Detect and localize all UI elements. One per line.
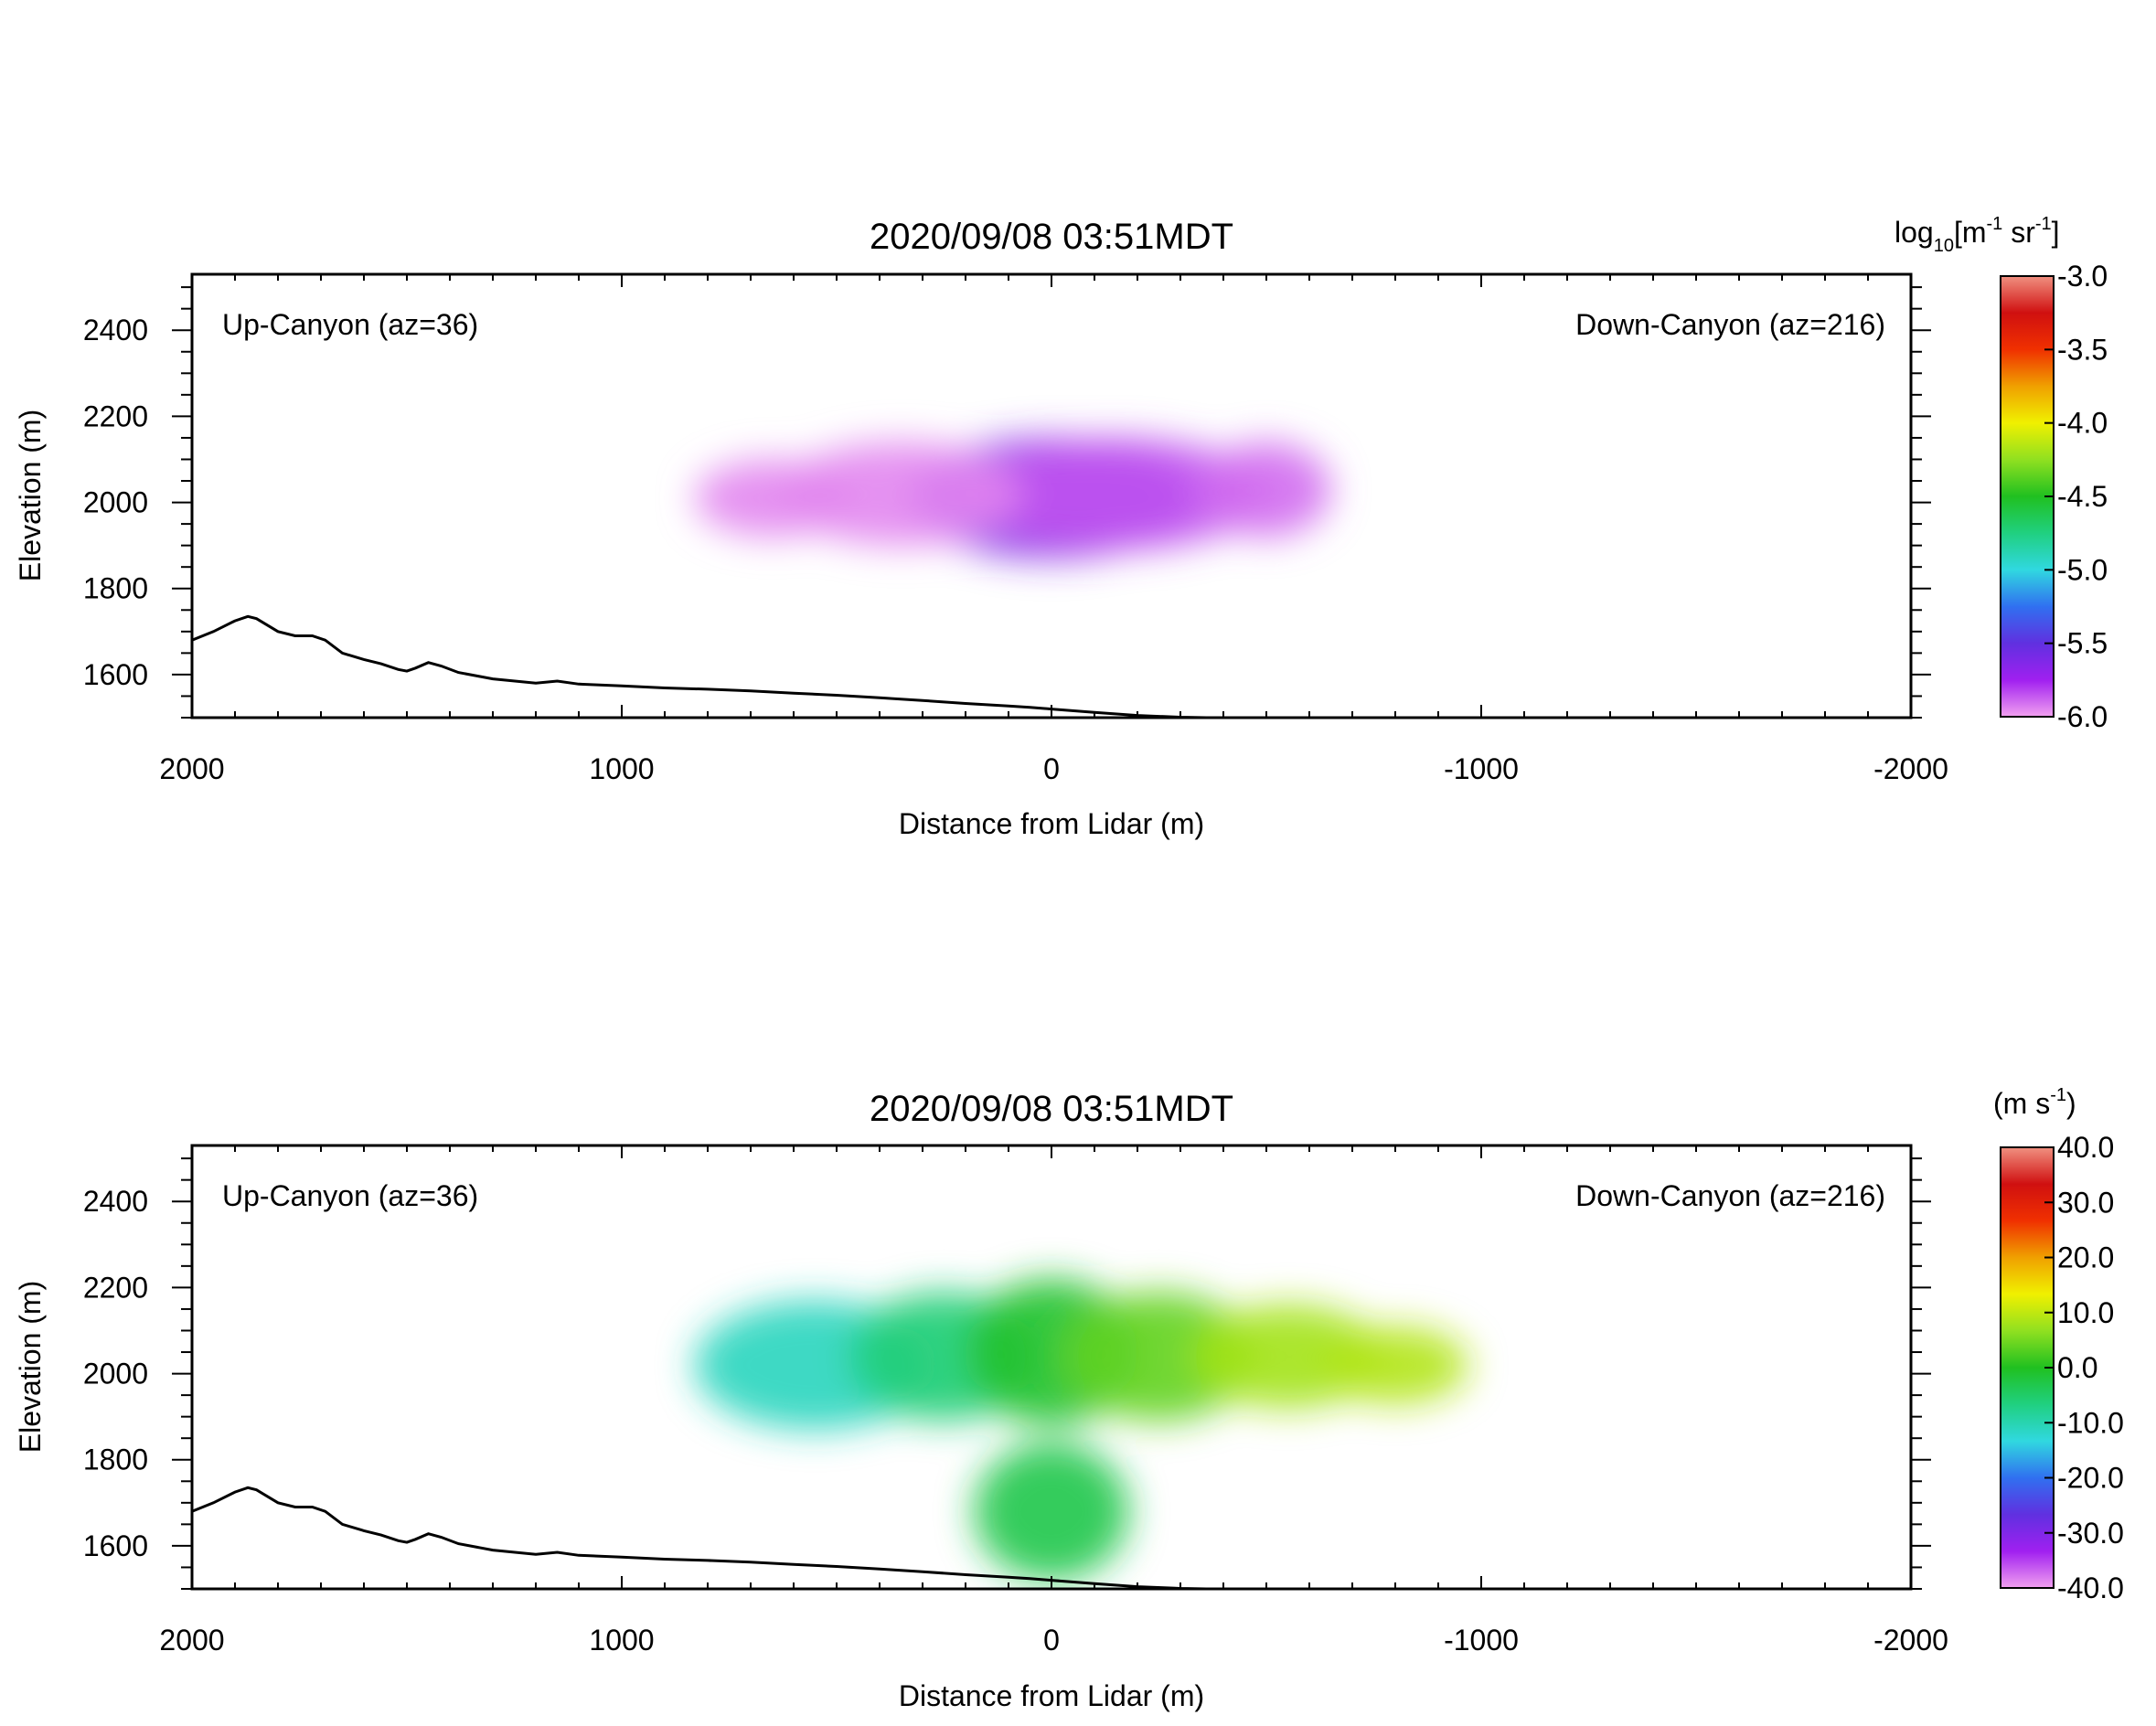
x-tick-label: 1000 — [589, 1624, 654, 1657]
field-blob — [780, 442, 1022, 546]
y-tick-label: 2000 — [83, 1358, 148, 1390]
panel2-plot — [192, 1278, 1468, 1589]
colorbar-tick-label: 20.0 — [2057, 1241, 2114, 1274]
field-blob — [966, 437, 1266, 550]
x-tick-label: 0 — [1043, 1624, 1060, 1657]
x-tick-label: 1000 — [589, 752, 654, 785]
panel2-xlabel: Distance from Lidar (m) — [899, 1679, 1204, 1712]
field-blob — [1322, 1326, 1468, 1404]
colorbar-tick-label: -10.0 — [2057, 1406, 2124, 1439]
colorbar-tick-label: 40.0 — [2057, 1131, 2114, 1164]
panel2-xticks: 2000 1000 0 -1000 -2000 — [159, 1145, 1948, 1657]
colorbar-tick-label: -30.0 — [2057, 1517, 2124, 1550]
colorbar-tick-label: -3.5 — [2057, 333, 2108, 366]
panel1-terrain-line — [192, 614, 1207, 718]
panel2-ylabel: Elevation (m) — [14, 1281, 47, 1454]
y-tick-label: 2400 — [83, 314, 148, 346]
panel1-unit-mid: sr — [2002, 216, 2035, 249]
panel1-unit-prefix: log — [1895, 216, 1934, 249]
field-blob — [974, 1442, 1129, 1581]
colorbar-tick-label: -3.0 — [2057, 260, 2108, 293]
colorbar-tick-label: -5.5 — [2057, 627, 2108, 660]
x-tick-label: 2000 — [159, 752, 224, 785]
x-tick-label: 2000 — [159, 1624, 224, 1657]
panel2-field — [694, 1278, 1468, 1581]
field-blob — [1064, 1292, 1254, 1422]
panel1-annotation-down-canyon: Down-Canyon (az=216) — [1575, 308, 1885, 341]
panel-velocity: 2020/09/08 03:51MDT 2000 1000 0 -1000 -2000 … — [14, 1085, 2124, 1712]
y-tick-label: 2200 — [83, 400, 148, 432]
y-tick-label: 2200 — [83, 1271, 148, 1304]
panel1-annotation-up-canyon: Up-Canyon (az=36) — [222, 308, 478, 341]
panel2-unit-prefix: (m s — [1993, 1087, 2050, 1120]
panel1-colorbar-ticks: -3.0 -3.5 -4.0 -4.5 -5.0 -5.5 -6.0 — [2044, 260, 2108, 733]
panel1-unit-subscript: 10 — [1934, 236, 1954, 256]
panel1-title: 2020/09/08 03:51MDT — [870, 217, 1233, 257]
panel2-colorbar-ticks: 40.0 30.0 20.0 10.0 0.0 -10.0 -20.0 -30.0 -40.0 — [2044, 1131, 2124, 1604]
colorbar-tick-label: -20.0 — [2057, 1462, 2124, 1495]
panel2-annotation-down-canyon: Down-Canyon (az=216) — [1575, 1179, 1885, 1212]
y-tick-label: 2000 — [83, 486, 148, 519]
panel1-field — [694, 437, 1331, 559]
colorbar-tick-label: 10.0 — [2057, 1296, 2114, 1329]
panel1-unit-exp1: -1 — [1987, 214, 2003, 234]
x-tick-label: -1000 — [1444, 752, 1519, 785]
panel1-xticks: 2000 1000 0 -1000 -2000 — [159, 274, 1948, 785]
panel1-plot — [192, 437, 1331, 718]
colorbar-tick-label: -40.0 — [2057, 1572, 2124, 1604]
colorbar-tick-label: -5.0 — [2057, 553, 2108, 586]
panel1-unit-end: ] — [2052, 216, 2060, 249]
colorbar-tick-label: -4.5 — [2057, 480, 2108, 513]
panel2-colorbar-unit: (m s-1) — [1993, 1085, 2076, 1120]
panel1-ylabel: Elevation (m) — [14, 410, 47, 582]
panel1-unit-main: [m — [1954, 216, 1987, 249]
y-tick-label: 1800 — [83, 1444, 148, 1476]
field-blob — [694, 459, 850, 538]
y-tick-label: 1800 — [83, 572, 148, 605]
panel1-colorbar-unit: log10[m-1 sr-1] — [1895, 214, 2060, 256]
panel2-title: 2020/09/08 03:51MDT — [870, 1089, 1233, 1129]
panel1-xlabel: Distance from Lidar (m) — [899, 807, 1204, 840]
field-blobs — [694, 437, 1331, 559]
panel2-unit-end: ) — [2066, 1087, 2076, 1120]
y-tick-label: 2400 — [83, 1185, 148, 1218]
panel2-unit-exp1: -1 — [2050, 1085, 2066, 1105]
colorbar-tick-label: 0.0 — [2057, 1351, 2097, 1384]
field-blob — [1201, 442, 1331, 538]
colorbar-tick-label: -6.0 — [2057, 700, 2108, 733]
colorbar-tick-label: -4.0 — [2057, 407, 2108, 440]
panel1-unit-exp2: -1 — [2035, 214, 2052, 234]
panel2-annotation-up-canyon: Up-Canyon (az=36) — [222, 1179, 478, 1212]
x-tick-label: -2000 — [1873, 1624, 1948, 1657]
y-tick-label: 1600 — [83, 1529, 148, 1562]
panel-backscatter: 2020/09/08 03:51MDT 2000 1000 0 -1000 -2000 … — [14, 214, 2108, 840]
colorbar-tick-label: 30.0 — [2057, 1186, 2114, 1219]
field-blobs — [694, 1278, 1468, 1581]
panel2-terrain-line — [192, 1486, 1207, 1589]
x-tick-label: 0 — [1043, 752, 1060, 785]
y-tick-label: 1600 — [83, 658, 148, 691]
panel2-yticks: 1600 1800 2000 2200 2400 — [83, 1157, 1931, 1590]
x-tick-label: -1000 — [1444, 1624, 1519, 1657]
x-tick-label: -2000 — [1873, 752, 1948, 785]
panel1-yticks: 1600 1800 2000 2200 2400 — [83, 286, 1931, 719]
